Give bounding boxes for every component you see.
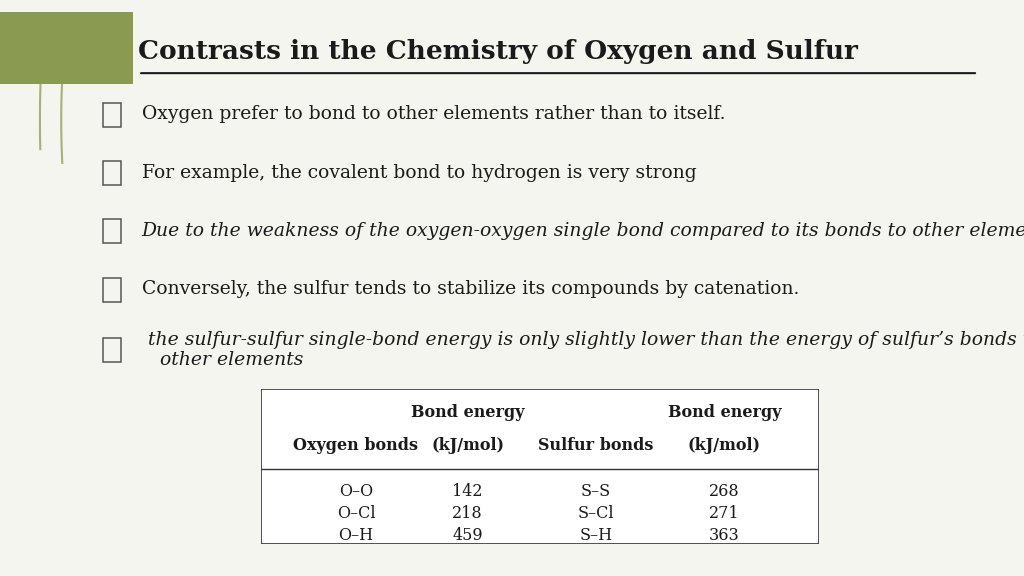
Text: 271: 271 (709, 506, 739, 522)
Text: Oxygen bonds: Oxygen bonds (294, 437, 419, 454)
Text: Oxygen prefer to bond to other elements rather than to itself.: Oxygen prefer to bond to other elements … (141, 105, 725, 123)
Text: 363: 363 (709, 527, 739, 544)
Text: 142: 142 (453, 483, 483, 500)
Text: 459: 459 (453, 527, 483, 544)
Text: 218: 218 (453, 506, 483, 522)
Bar (103, 161, 121, 185)
Text: Contrasts in the Chemistry of Oxygen and Sulfur: Contrasts in the Chemistry of Oxygen and… (138, 39, 858, 65)
Text: Due to the weakness of the oxygen-oxygen single bond compared to its bonds to ot: Due to the weakness of the oxygen-oxygen… (141, 222, 1024, 240)
Bar (103, 278, 121, 302)
Bar (103, 103, 121, 127)
Text: Conversely, the sulfur tends to stabilize its compounds by catenation.: Conversely, the sulfur tends to stabiliz… (141, 281, 799, 298)
Text: the sulfur-sulfur single-bond energy is only slightly lower than the energy of s: the sulfur-sulfur single-bond energy is … (141, 331, 1024, 369)
Bar (103, 338, 121, 362)
Text: (kJ/mol): (kJ/mol) (431, 437, 504, 454)
Text: Bond energy: Bond energy (411, 404, 524, 420)
Text: 268: 268 (709, 483, 739, 500)
Text: Sulfur bonds: Sulfur bonds (539, 437, 653, 454)
Text: For example, the covalent bond to hydrogen is very strong: For example, the covalent bond to hydrog… (141, 164, 696, 182)
Text: O–Cl: O–Cl (337, 506, 376, 522)
Bar (0, 12, 133, 84)
Text: O–O: O–O (339, 483, 373, 500)
Bar (103, 219, 121, 243)
Text: S–Cl: S–Cl (578, 506, 614, 522)
Text: S–H: S–H (580, 527, 612, 544)
Text: O–H: O–H (338, 527, 374, 544)
Text: S–S: S–S (581, 483, 611, 500)
Text: (kJ/mol): (kJ/mol) (688, 437, 761, 454)
Text: Bond energy: Bond energy (668, 404, 781, 420)
